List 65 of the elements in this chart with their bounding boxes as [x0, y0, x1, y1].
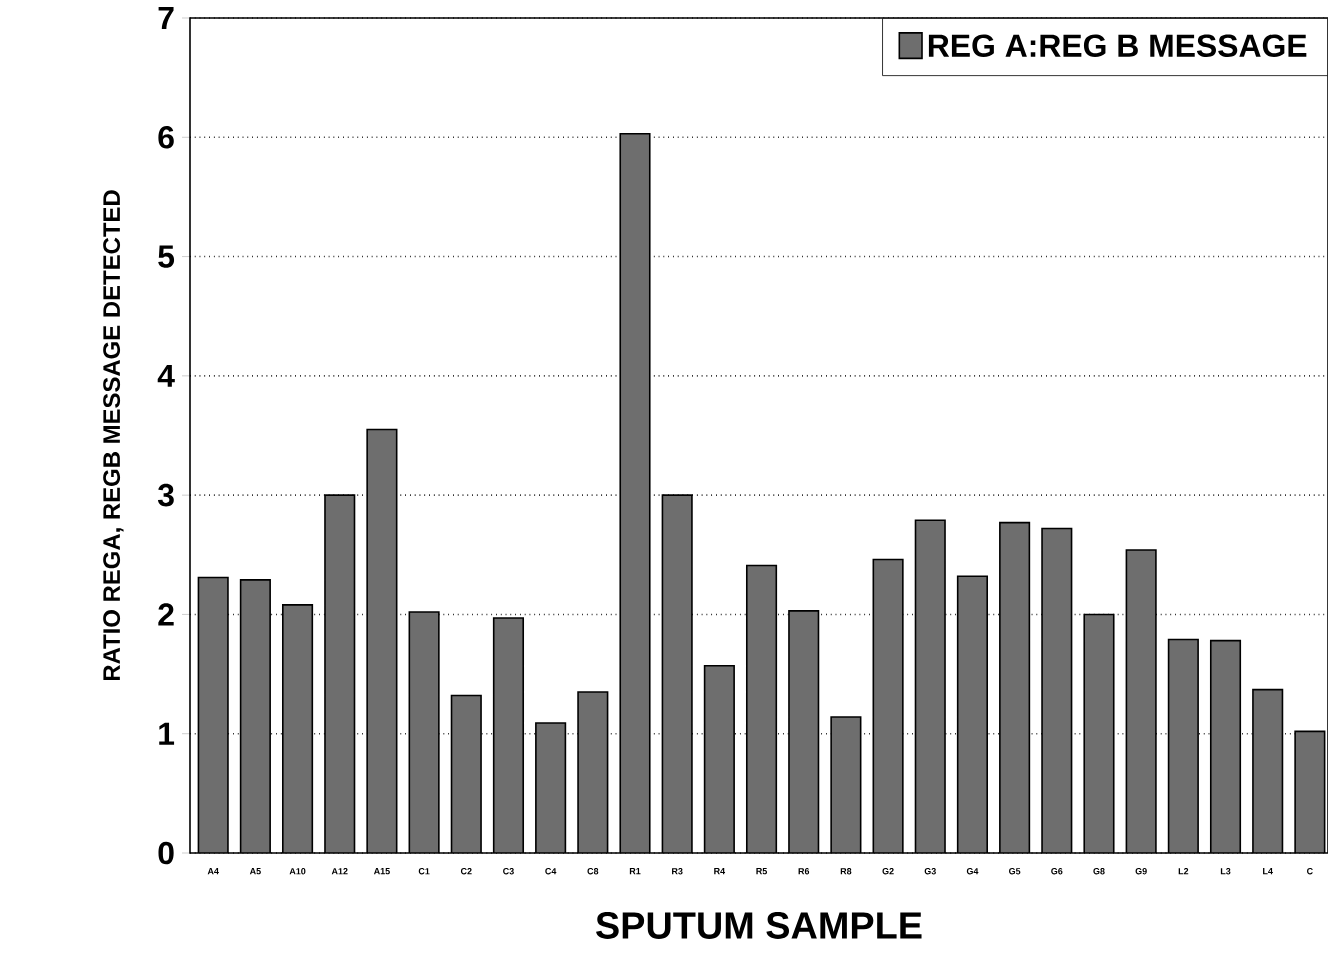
bar — [409, 612, 439, 853]
bar — [915, 520, 946, 853]
bar — [1252, 689, 1283, 853]
x-tick-label: C8 — [587, 868, 599, 875]
bar — [198, 577, 228, 853]
x-tick-label: C1 — [418, 868, 430, 875]
x-tick-label: C2 — [460, 868, 472, 875]
bar — [493, 618, 524, 853]
x-tick-label: G4 — [966, 868, 979, 875]
y-tick-label: 1 — [159, 722, 175, 745]
x-tick-label: A4 — [207, 868, 219, 875]
bar — [1294, 730, 1326, 853]
bar — [240, 579, 271, 853]
bar — [578, 691, 608, 853]
bar — [620, 133, 650, 853]
bar — [1042, 528, 1072, 853]
x-tick-label: A10 — [289, 868, 306, 875]
x-tick-label: R4 — [714, 868, 726, 875]
x-tick-label: C — [1307, 868, 1313, 875]
bar — [999, 522, 1030, 853]
legend-label: REG A:REG B MESSAGE — [928, 34, 1307, 57]
x-tick-label: A5 — [249, 868, 261, 875]
x-tick-label: G3 — [924, 868, 936, 875]
y-tick-label: 5 — [158, 245, 175, 268]
bar — [746, 565, 777, 853]
bar — [1210, 640, 1241, 853]
bar — [367, 429, 397, 853]
x-tick-label: L4 — [1263, 868, 1273, 875]
y-tick-label: 6 — [158, 126, 174, 149]
x-tick-label: G5 — [1009, 868, 1021, 875]
bar — [1168, 639, 1199, 853]
y-tick-label: 3 — [157, 483, 174, 507]
bar — [788, 610, 819, 853]
bar — [324, 495, 355, 853]
y-tick-label: 2 — [158, 603, 174, 626]
x-tick-label: R1 — [629, 868, 641, 875]
y-tick-label: 7 — [158, 7, 174, 29]
x-tick-label: G8 — [1093, 868, 1105, 875]
x-tick-label: A15 — [373, 868, 390, 875]
bar — [282, 604, 313, 853]
x-tick-label: A12 — [331, 868, 348, 875]
bar — [1084, 614, 1114, 853]
y-tick-label: 0 — [158, 841, 174, 865]
x-tick-label: R3 — [672, 868, 683, 875]
y-tick-label: 4 — [157, 364, 175, 387]
x-tick-label: R5 — [756, 868, 768, 875]
bar — [704, 665, 735, 853]
bar — [662, 495, 692, 853]
bar — [831, 717, 861, 853]
x-tick-label: L2 — [1178, 868, 1189, 875]
x-tick-label: G2 — [882, 868, 894, 875]
bar — [535, 722, 566, 853]
x-tick-label: C3 — [503, 868, 514, 875]
bar — [873, 559, 903, 853]
x-axis-title: SPUTUM SAMPLE — [596, 912, 922, 939]
x-tick-label: R6 — [798, 868, 810, 875]
bar — [451, 695, 482, 853]
x-tick-label: G9 — [1135, 868, 1147, 875]
x-tick-label: R8 — [840, 868, 852, 875]
y-axis-title: RATIO REGA, REGB MESSAGE DETECTED — [103, 190, 124, 681]
x-tick-label: C4 — [545, 868, 557, 875]
bar — [1126, 550, 1156, 853]
x-tick-label: G6 — [1051, 868, 1063, 875]
bar — [957, 576, 988, 853]
x-tick-label: L3 — [1220, 868, 1231, 875]
